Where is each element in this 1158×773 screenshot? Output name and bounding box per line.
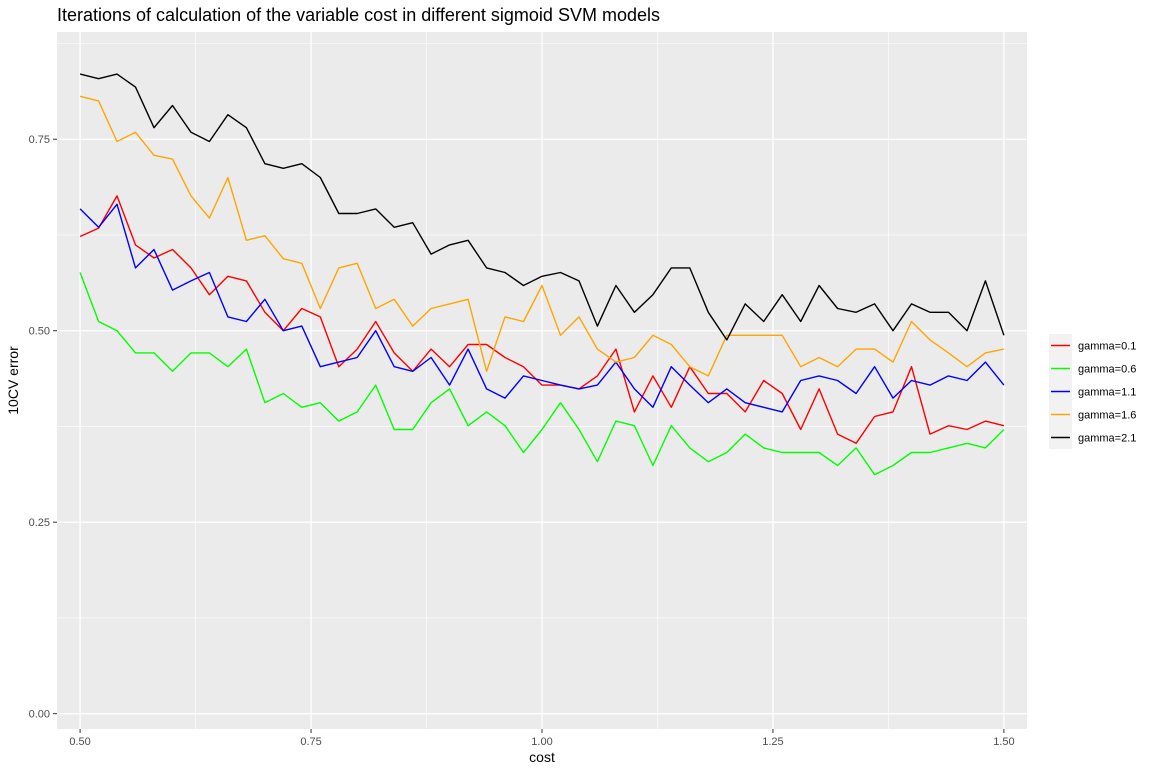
y-axis: 0.00 0.25 0.50 0.75 xyxy=(29,134,57,721)
y-tick-label: 0.25 xyxy=(29,517,50,529)
x-axis-title: cost xyxy=(529,749,555,765)
legend-label: gamma=2.1 xyxy=(1078,433,1136,445)
x-tick-label: 0.50 xyxy=(69,736,90,748)
legend: gamma=0.1 gamma=0.6 gamma=1.1 gamma=1.6 gamm… xyxy=(1049,334,1136,449)
x-axis: 0.50 0.75 1.00 1.25 1.50 xyxy=(69,729,1015,748)
y-tick-label: 0.50 xyxy=(29,326,50,338)
legend-label: gamma=0.6 xyxy=(1078,364,1136,376)
chart-title: Iterations of calculation of the variabl… xyxy=(57,5,660,25)
series-lines xyxy=(79,73,1005,476)
y-tick-label: 0.75 xyxy=(29,134,50,146)
series-line-gamma-0-6 xyxy=(79,272,1005,476)
x-tick-label: 1.50 xyxy=(993,736,1014,748)
y-axis-title: 10CV error xyxy=(5,346,21,415)
legend-label: gamma=1.6 xyxy=(1078,410,1136,422)
x-tick-label: 1.25 xyxy=(762,736,783,748)
series-line-gamma-1-1 xyxy=(79,203,1005,413)
x-tick-label: 0.75 xyxy=(300,736,321,748)
legend-label: gamma=0.1 xyxy=(1078,341,1136,353)
x-tick-label: 1.00 xyxy=(531,736,552,748)
series-line-gamma-0-1 xyxy=(79,195,1005,444)
series-line-gamma-2-1 xyxy=(79,73,1005,341)
y-tick-label: 0.00 xyxy=(29,709,50,721)
legend-label: gamma=1.1 xyxy=(1078,387,1136,399)
series-line-gamma-1-6 xyxy=(79,95,1005,377)
